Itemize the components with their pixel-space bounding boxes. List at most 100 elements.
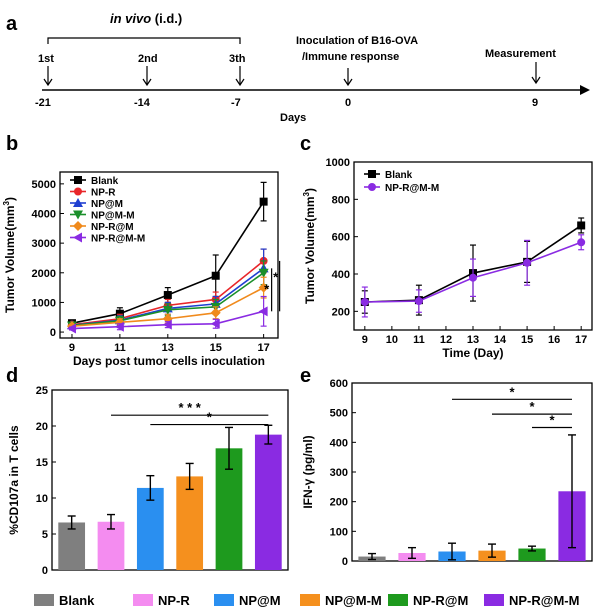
chart-b-tumor-volume: 9 11 13 15 17 0 1000 2000 3000 4000 5000 Days post … — [2, 171, 281, 368]
x-tick-label: 13 — [162, 342, 174, 354]
timeline-tick: 9 — [532, 97, 538, 109]
y-tick-label: 20 — [36, 421, 48, 433]
panel-b-label: b — [6, 133, 18, 155]
dose-arrows — [43, 62, 541, 87]
chart-c-tumor-volume: 9 10 11 12 13 14 15 16 17 200 400 600 800 1000 Time (D… — [302, 157, 593, 360]
sig-star: * — [549, 413, 555, 428]
legend-swatch — [388, 594, 408, 606]
bar-np-m-m — [176, 476, 204, 570]
timeline-xlabel: Days — [280, 112, 306, 124]
bar-np-r-m-m — [254, 434, 282, 570]
data-point — [66, 323, 76, 334]
legend-label: NP-R@M-M — [91, 234, 145, 245]
y-tick-label: 300 — [330, 467, 348, 479]
legend-label: NP-R@M — [413, 593, 468, 608]
legend-label: NP-R@M-M — [385, 183, 439, 194]
dose-label-2: 2nd — [138, 53, 158, 65]
y-tick-label: 0 — [42, 565, 48, 577]
series-blank — [67, 181, 268, 328]
x-tick-label: 11 — [413, 334, 425, 346]
x-axis-label: Days post tumor cells inoculation — [73, 354, 265, 368]
sig-star: * — [529, 399, 535, 414]
bar-np-r-m — [518, 548, 546, 561]
data-point — [577, 221, 586, 230]
chart-e-ifn-gamma: 0 100 200 300 400 500 600 IFN-γ (pg/ml) * * * — [301, 378, 593, 568]
panel-a-label: a — [6, 13, 18, 35]
legend-swatch — [484, 594, 504, 606]
data-point — [469, 273, 477, 282]
event-immune: /Immune response — [302, 51, 399, 63]
y-axis-label: Tumor Volume(mm3) — [302, 188, 317, 304]
data-point — [162, 319, 172, 330]
dose-label-3: 3th — [229, 53, 246, 65]
legend-swatch — [34, 594, 54, 606]
y-tick-label: 100 — [330, 526, 348, 538]
data-point — [210, 307, 221, 318]
legend-label: NP-R — [158, 593, 190, 608]
legend-marker — [73, 232, 82, 243]
timeline-arrow — [580, 85, 590, 95]
data-point — [258, 268, 269, 278]
bottom-legend: Blank NP-R NP@M NP@M-M NP-R@M NP-R@M-M — [34, 593, 579, 608]
data-point — [210, 318, 220, 329]
y-tick-label: 4000 — [32, 209, 56, 221]
legend-label: Blank — [59, 593, 95, 608]
plot-frame — [51, 389, 289, 571]
legend-label: Blank — [91, 176, 119, 187]
panel-d-label: d — [6, 365, 18, 387]
chart-d-cd107a: 0 5 10 15 20 25 %CD107a in T cells * * * * — [7, 385, 289, 577]
legend-marker — [368, 170, 376, 178]
timeline-title: in vivo (i.d.) — [110, 11, 182, 26]
x-tick-label: 11 — [114, 342, 126, 354]
bar-blank — [58, 522, 86, 570]
legend-swatch — [300, 594, 320, 606]
data-point — [258, 282, 269, 293]
y-tick-label: 400 — [330, 437, 348, 449]
timeline-tick: -7 — [231, 97, 241, 109]
data-point — [259, 197, 268, 206]
sig-star: * — [264, 282, 270, 297]
sig-star: * * * — [178, 400, 201, 415]
y-tick-label: 25 — [36, 385, 48, 397]
y-axis-label: IFN-γ (pg/ml) — [301, 435, 315, 508]
panel-e-label: e — [300, 365, 311, 387]
bar-np-r — [97, 521, 125, 570]
y-tick-label: 15 — [36, 457, 48, 469]
legend-swatch — [133, 594, 153, 606]
x-tick-label: 9 — [69, 342, 75, 354]
y-tick-label: 800 — [332, 194, 350, 206]
y-tick-label: 600 — [332, 232, 350, 244]
dose-label-1: 1st — [38, 53, 54, 65]
panel-a: a in vivo (i.d.) 1st 2nd 3th Inoculation… — [6, 11, 590, 124]
data-point — [163, 291, 172, 300]
dose-bracket — [47, 37, 241, 44]
series-np-r-m-m — [66, 295, 268, 334]
x-tick-label: 15 — [210, 342, 222, 354]
sig-star: * — [273, 270, 279, 285]
x-tick-label: 13 — [467, 334, 479, 346]
y-tick-label: 0 — [50, 327, 56, 339]
event-inoculation: Inoculation of B16-OVA — [296, 35, 418, 47]
sig-star: * — [509, 384, 515, 399]
panel-c-label: c — [300, 133, 311, 155]
bar-np-m — [136, 487, 164, 570]
data-point — [162, 305, 173, 315]
plot-frame — [59, 171, 279, 339]
y-axis-label: Tumor Volume(mm3) — [2, 197, 17, 313]
legend-label: NP-R — [91, 188, 116, 199]
x-tick-label: 16 — [548, 334, 560, 346]
legend-label: NP@M — [239, 593, 281, 608]
legend-marker — [73, 198, 83, 207]
y-tick-label: 1000 — [326, 157, 350, 169]
timeline-tick: -14 — [134, 97, 151, 109]
x-axis-label: Time (Day) — [442, 346, 503, 360]
legend-label: Blank — [385, 170, 413, 181]
data-point — [258, 306, 268, 317]
data-point — [414, 297, 423, 306]
plot-frame — [351, 382, 593, 562]
series-np-r-m-m — [360, 234, 586, 318]
data-point — [577, 238, 586, 247]
legend-marker — [73, 210, 83, 220]
y-tick-label: 3000 — [32, 238, 56, 250]
